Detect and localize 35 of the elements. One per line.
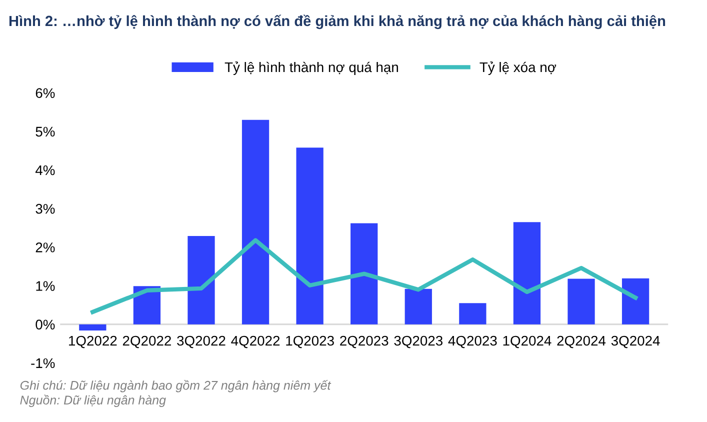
x-tick-label: 4Q2023 [448,336,497,348]
text: Ghi chú: Dữ liệu ngành bao gồm 27 ngân hàng niêm yết [20,380,332,392]
bar [79,324,106,331]
x-tick-label: 4Q2022 [231,336,280,348]
y-tick-label: 5% [36,126,55,137]
x-tick-label: 2Q2024 [557,336,606,348]
bar [188,236,215,324]
legend-label: Tỷ lệ hình thành nợ quá hạn [224,62,398,75]
bar [296,148,324,324]
text: Nguồn: Dữ liệu ngân hàng [20,394,166,407]
y-tick-label: 4% [35,165,55,176]
y-tick-label: 3% [36,204,55,214]
bar [459,303,486,324]
line-series [90,238,638,314]
y-tick-label: 0% [36,320,55,330]
y-tick-label: 2% [36,242,55,252]
x-tick-label: 2Q2022 [122,336,171,348]
bar [568,278,595,324]
x-tick-label: 3Q2024 [611,336,660,348]
x-tick-label: 3Q2023 [394,336,442,348]
y-tick-label: -1% [31,358,55,368]
chart-title: Hình 2: …nhờ tỷ lệ hình thành nợ có vấn đề giảm khi khả năng trả nợ của khách hàng cải thiện [9,14,666,30]
legend-label: Tỷ lệ xóa nợ [480,62,556,75]
x-tick-label: 2Q2023 [340,336,388,348]
y-tick-label: 6% [36,88,55,98]
bar [622,278,650,324]
bar [242,120,270,324]
bar [350,223,378,324]
bar [513,222,541,324]
x-tick-label: 3Q2022 [177,336,226,348]
y-tick-label: 1% [36,281,55,291]
x-tick-label: 1Q2022 [69,336,117,348]
bar [404,288,432,324]
x-tick-label: 1Q2024 [503,336,552,348]
x-tick-label: 1Q2023 [286,336,334,348]
